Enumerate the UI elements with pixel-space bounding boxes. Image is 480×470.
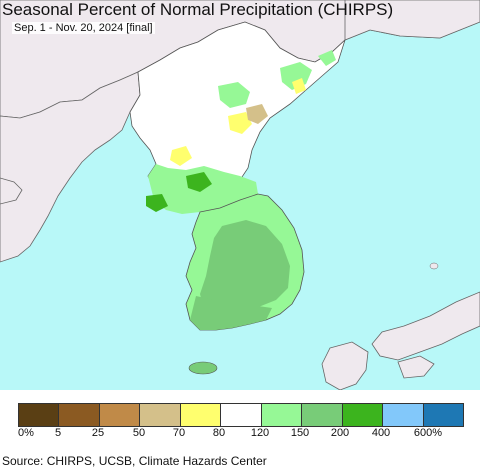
map-subtitle: Sep. 1 - Nov. 20, 2024 [final]	[12, 22, 155, 34]
legend-swatch-8	[302, 404, 343, 426]
legend-label: 80	[212, 427, 226, 439]
small-island	[429, 262, 439, 270]
legend-label: 5	[54, 427, 62, 439]
legend-swatch-5	[180, 404, 222, 426]
jeju-island	[188, 361, 218, 375]
nk-dark-green	[186, 172, 212, 192]
legend-label: 0%	[18, 427, 34, 439]
legend-label: 150	[290, 427, 310, 439]
legend-colorbar	[18, 403, 464, 427]
shandong-coast	[0, 177, 23, 205]
legend-swatch-11	[423, 404, 463, 426]
nk-yellow-3	[292, 78, 306, 94]
legend-label: 200	[330, 427, 350, 439]
sk-interior-green	[200, 220, 290, 316]
japan-honshu	[371, 291, 480, 361]
legend-swatch-6	[221, 404, 262, 426]
liaoning-peninsula	[0, 71, 141, 263]
nk-west-dark-green	[146, 194, 168, 212]
russia-primorye-coast	[344, 0, 480, 41]
nk-ne-tip-green	[318, 50, 336, 66]
legend-label: 600%	[413, 427, 443, 439]
legend-swatch-1	[19, 404, 60, 426]
legend-swatch-2	[59, 404, 100, 426]
legend-label: 120	[250, 427, 270, 439]
precipitation-map	[0, 0, 480, 390]
nk-yellow	[228, 112, 252, 134]
legend-label: 50	[132, 427, 146, 439]
japan-kyushu	[321, 341, 369, 390]
nk-yellow-2	[170, 146, 192, 166]
legend-swatch-10	[383, 404, 424, 426]
map-title: Seasonal Percent of Normal Precipitation…	[2, 0, 394, 19]
nk-tan	[246, 104, 268, 124]
legend-swatch-3	[99, 404, 141, 426]
source-credit: Source: CHIRPS, UCSB, Climate Hazards Ce…	[2, 454, 267, 468]
sk-south-coast	[190, 296, 272, 330]
legend-swatch-7	[261, 404, 303, 426]
nk-ne-green	[280, 62, 312, 90]
legend-swatch-4	[140, 404, 181, 426]
nk-east-green	[218, 82, 250, 108]
legend-swatch-9	[342, 404, 384, 426]
legend-label: 70	[172, 427, 186, 439]
japan-shikoku	[397, 355, 435, 379]
legend-label: 25	[91, 427, 105, 439]
legend-label: 400	[371, 427, 391, 439]
legend-labels: 0% 5 25 50 70 80 120 150 200 400 600%	[0, 427, 480, 441]
